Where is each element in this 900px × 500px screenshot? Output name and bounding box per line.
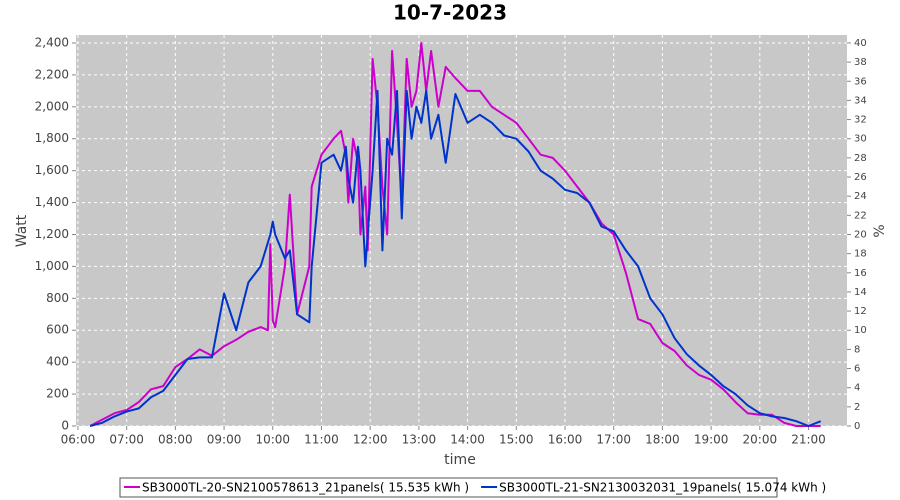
y-tick-label: 2,400 xyxy=(35,35,69,49)
y-tick-label: 600 xyxy=(46,323,69,337)
y2-tick-label: 24 xyxy=(854,191,867,202)
y-tick-label: 1,200 xyxy=(35,227,69,241)
x-tick-label: 17:00 xyxy=(596,433,631,447)
y-tick-label: 1,000 xyxy=(35,259,69,273)
y2-tick-label: 14 xyxy=(854,287,867,298)
legend xyxy=(119,477,778,498)
legend-label: SB3000TL-20-SN2100578613_21panels( 15.53… xyxy=(142,481,469,495)
y2-tick-label: 16 xyxy=(854,268,867,279)
y2-tick-label: 0 xyxy=(854,421,860,432)
x-axis-label: time xyxy=(444,452,476,468)
x-tick-label: 13:00 xyxy=(402,433,437,447)
y2-tick-label: 20 xyxy=(854,229,867,240)
chart-title: 10-7-2023 xyxy=(393,1,507,25)
series-line xyxy=(89,89,822,427)
x-tick-label: 20:00 xyxy=(743,433,778,447)
x-tick-label: 07:00 xyxy=(109,433,144,447)
y-axis-label: Watt xyxy=(14,214,30,247)
plot-area xyxy=(76,35,847,426)
x-tick-label: 19:00 xyxy=(694,433,729,447)
x-tick-label: 10:00 xyxy=(255,433,290,447)
y-tick-label: 0 xyxy=(61,419,69,433)
y2-tick-label: 40 xyxy=(854,38,867,49)
x-tick-label: 08:00 xyxy=(158,433,193,447)
x-tick-label: 11:00 xyxy=(304,433,339,447)
y2-tick-label: 10 xyxy=(854,325,867,336)
y2-tick-label: 18 xyxy=(854,249,867,260)
x-tick-label: 12:00 xyxy=(353,433,388,447)
y2-axis-label: % xyxy=(872,224,888,237)
y2-tick-label: 32 xyxy=(854,115,867,126)
x-tick-label: 06:00 xyxy=(61,433,96,447)
x-tick-label: 16:00 xyxy=(548,433,583,447)
y-tick-label: 1,800 xyxy=(35,131,69,145)
y2-tick-label: 6 xyxy=(854,364,860,375)
y2-tick-label: 34 xyxy=(854,95,867,106)
y2-tick-label: 4 xyxy=(854,383,860,394)
x-tick-label: 21:00 xyxy=(791,433,826,447)
y2-tick-label: 28 xyxy=(854,153,867,164)
legend-label: SB3000TL-21-SN2130032031_19panels( 15.07… xyxy=(499,481,826,495)
y2-tick-label: 8 xyxy=(854,344,860,355)
y2-tick-label: 38 xyxy=(854,57,867,68)
y-tick-label: 2,200 xyxy=(35,67,69,81)
y2-tick-label: 36 xyxy=(854,76,867,87)
y2-tick-label: 26 xyxy=(854,172,867,183)
y-tick-label: 1,600 xyxy=(35,163,69,177)
y2-tick-label: 12 xyxy=(854,306,867,317)
y-tick-label: 1,400 xyxy=(35,195,69,209)
x-tick-label: 18:00 xyxy=(645,433,680,447)
y2-tick-label: 22 xyxy=(854,210,867,221)
y-tick-label: 2,000 xyxy=(35,99,69,113)
y2-tick-label: 2 xyxy=(854,402,860,413)
x-tick-label: 15:00 xyxy=(499,433,534,447)
x-tick-label: 14:00 xyxy=(450,433,485,447)
y-tick-label: 400 xyxy=(46,355,69,369)
y-tick-label: 800 xyxy=(46,291,69,305)
y-tick-label: 200 xyxy=(46,387,69,401)
y2-tick-label: 30 xyxy=(854,134,867,145)
x-tick-label: 09:00 xyxy=(207,433,242,447)
